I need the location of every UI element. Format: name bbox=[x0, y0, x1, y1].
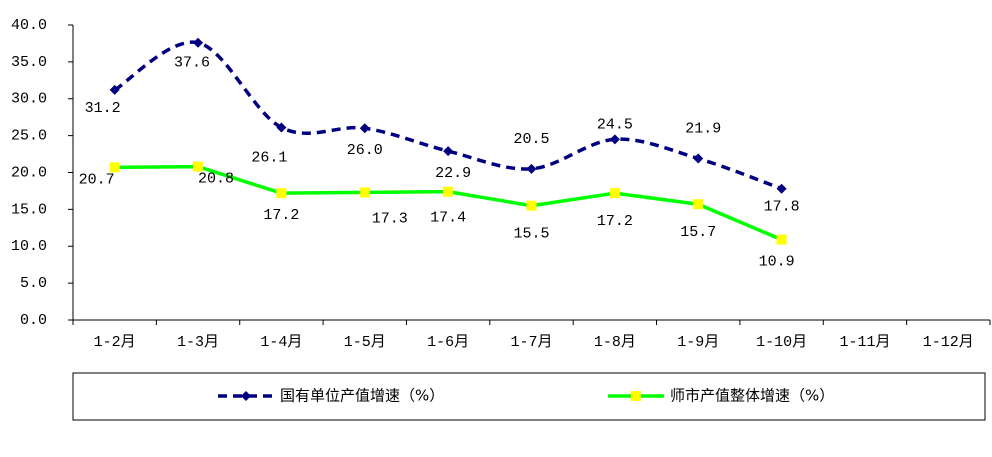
data-point bbox=[526, 163, 537, 174]
legend-label: 师市产值整体增速（%） bbox=[670, 387, 834, 405]
y-tick-label: 0.0 bbox=[20, 312, 47, 329]
y-tick-label: 30.0 bbox=[11, 91, 47, 108]
y-tick-label: 10.0 bbox=[11, 238, 47, 255]
legend-label: 国有单位产值增速（%） bbox=[280, 387, 444, 405]
data-label: 10.9 bbox=[759, 254, 795, 271]
data-point bbox=[776, 183, 787, 194]
x-tick-label: 1-9月 bbox=[677, 334, 719, 351]
data-point bbox=[109, 84, 120, 95]
data-label: 15.5 bbox=[513, 226, 549, 243]
data-label: 17.3 bbox=[372, 210, 408, 227]
x-tick-label: 1-7月 bbox=[510, 334, 552, 351]
data-label: 20.5 bbox=[513, 131, 549, 148]
data-point bbox=[443, 186, 454, 197]
y-tick-label: 40.0 bbox=[11, 17, 47, 34]
data-label: 17.2 bbox=[263, 207, 299, 224]
data-label: 17.8 bbox=[764, 199, 800, 216]
data-label: 15.7 bbox=[680, 224, 716, 241]
data-point bbox=[359, 187, 370, 198]
x-tick-label: 1-3月 bbox=[177, 334, 219, 351]
y-tick-label: 35.0 bbox=[11, 54, 47, 71]
data-point bbox=[609, 188, 620, 199]
data-point bbox=[359, 123, 370, 134]
y-tick-label: 5.0 bbox=[20, 275, 47, 292]
data-label: 17.2 bbox=[597, 213, 633, 230]
x-tick-label: 1-5月 bbox=[344, 334, 386, 351]
data-point bbox=[193, 37, 204, 48]
data-label: 24.5 bbox=[597, 116, 633, 133]
data-point bbox=[776, 234, 787, 245]
data-point bbox=[443, 146, 454, 157]
data-point bbox=[276, 122, 287, 133]
legend-box bbox=[72, 372, 986, 421]
data-point bbox=[109, 162, 120, 173]
legend-marker bbox=[241, 391, 251, 401]
data-label: 21.9 bbox=[685, 120, 721, 137]
y-tick-label: 15.0 bbox=[11, 201, 47, 218]
x-tick-label: 1-11月 bbox=[839, 334, 890, 351]
x-tick-label: 1-12月 bbox=[923, 334, 974, 351]
data-point bbox=[609, 134, 620, 145]
x-tick-label: 1-6月 bbox=[427, 334, 469, 351]
data-point bbox=[193, 161, 204, 172]
data-label: 17.4 bbox=[430, 210, 466, 227]
y-tick-label: 25.0 bbox=[11, 128, 47, 145]
data-label: 20.7 bbox=[79, 171, 115, 188]
data-label: 31.2 bbox=[85, 100, 121, 117]
x-tick-label: 1-4月 bbox=[260, 334, 302, 351]
data-label: 20.8 bbox=[198, 171, 234, 188]
series-line bbox=[113, 40, 783, 191]
data-label: 26.0 bbox=[347, 142, 383, 159]
data-label: 37.6 bbox=[174, 55, 210, 72]
y-tick-label: 20.0 bbox=[11, 164, 47, 181]
data-label: 26.1 bbox=[251, 149, 287, 166]
x-tick-label: 1-8月 bbox=[594, 334, 636, 351]
x-tick-label: 1-2月 bbox=[94, 334, 136, 351]
data-point bbox=[276, 188, 287, 199]
data-point bbox=[526, 200, 537, 211]
legend-marker bbox=[631, 391, 641, 401]
data-point bbox=[693, 153, 704, 164]
x-tick-label: 1-10月 bbox=[756, 334, 807, 351]
data-label: 22.9 bbox=[435, 165, 471, 182]
data-point bbox=[693, 199, 704, 210]
